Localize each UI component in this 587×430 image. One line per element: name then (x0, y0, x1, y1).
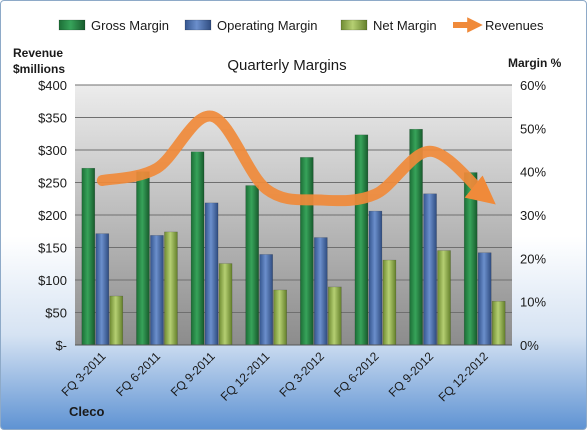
right-tick-label: 10% (520, 295, 546, 310)
net-margin-bar (273, 289, 287, 346)
right-tick-label: 0% (520, 338, 539, 353)
operating-margin-bar (477, 252, 492, 346)
right-axis-label: Margin % (508, 56, 562, 70)
net-margin-bar (437, 250, 451, 346)
net-margin-bar (164, 231, 178, 346)
left-axis-label-line1: Revenue (13, 46, 63, 60)
left-tick-label: $300 (38, 143, 67, 158)
left-tick-label: $350 (38, 111, 67, 126)
category-label: FQ 3-2011 (59, 349, 109, 399)
legend-label: Revenues (485, 18, 544, 33)
category-label: FQ 9-2012 (386, 349, 437, 400)
net-margin-bar (491, 300, 506, 346)
legend-label: Net Margin (373, 18, 437, 33)
revenues-line (96, 110, 496, 207)
operating-margin-bar (423, 193, 437, 346)
net-margin-bar (218, 263, 233, 346)
left-tick-label: $200 (38, 208, 67, 223)
left-tick-label: $100 (38, 273, 67, 288)
operating-margin-bar (150, 235, 164, 346)
right-tick-label: 60% (520, 78, 546, 93)
operating-margin-bar (259, 254, 273, 346)
left-tick-label: $400 (38, 78, 67, 93)
operating-margin-bar (95, 233, 110, 346)
left-tick-label: $- (55, 338, 67, 353)
net-margin-bar (328, 286, 342, 346)
right-tick-label: 40% (520, 165, 546, 180)
net-margin-bar (382, 259, 397, 346)
chart-title: Quarterly Margins (227, 57, 346, 74)
revenue-line-group (96, 110, 496, 207)
right-tick-label: 20% (520, 251, 546, 266)
left-tick-label: $150 (38, 241, 67, 256)
gross-margin-bar (190, 151, 205, 346)
legend-label: Gross Margin (91, 18, 169, 33)
category-label: FQ 12-2011 (218, 349, 273, 404)
gross-margin-bar (300, 157, 314, 346)
left-axis-label-line2: $millions (13, 62, 65, 76)
operating-margin-bar (368, 210, 383, 346)
operating-margin-legend-swatch (184, 19, 212, 31)
legend: Gross Margin Operating Margin Net Margin Re… (58, 17, 544, 33)
category-label: FQ 3-2012 (276, 349, 327, 400)
gross-margin-bar (81, 167, 96, 346)
left-tick-label: $250 (38, 176, 67, 191)
category-label: FQ 6-2012 (331, 349, 382, 400)
operating-margin-bar (204, 202, 219, 346)
gross-margin-bar (354, 134, 369, 346)
gross-margin-bar (136, 171, 150, 346)
net-margin-legend-swatch (340, 19, 368, 31)
category-label: FQ 12-2012 (436, 349, 491, 404)
gross-margin-legend-swatch (58, 19, 86, 31)
left-tick-label: $50 (45, 306, 67, 321)
gross-margin-bar (463, 172, 478, 346)
right-tick-label: 30% (520, 208, 546, 223)
operating-margin-bar (314, 237, 328, 346)
right-tick-label: 50% (520, 121, 546, 136)
category-label: FQ 6-2011 (113, 349, 163, 399)
company-label: Cleco (69, 404, 104, 419)
gross-margin-bar (245, 185, 259, 346)
net-margin-bar (109, 295, 124, 346)
category-label: FQ 9-2011 (168, 349, 218, 399)
legend-label: Operating Margin (217, 18, 317, 33)
